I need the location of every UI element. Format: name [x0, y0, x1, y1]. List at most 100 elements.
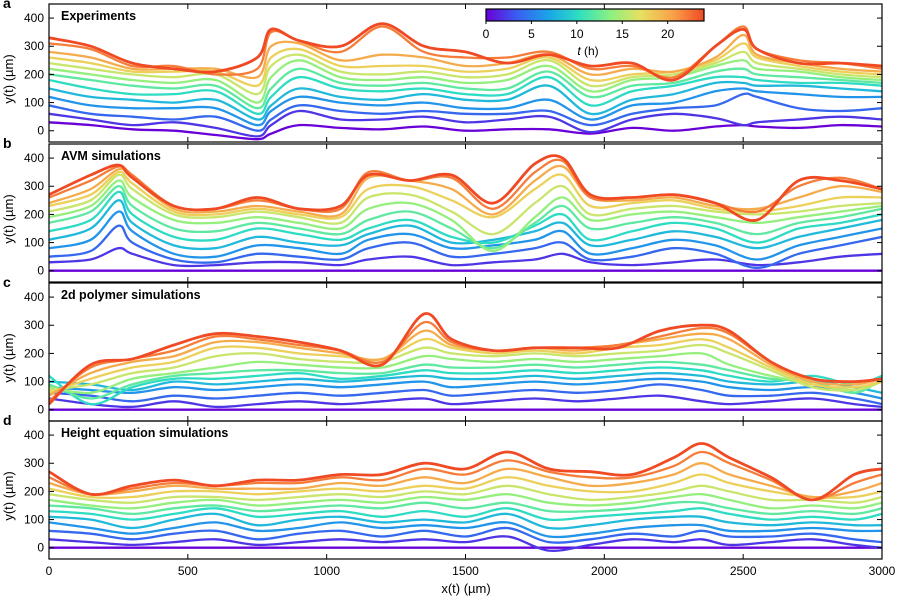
colorbar-tick-label: 20 [661, 27, 675, 41]
y-axis-title: y(t) (µm) [1, 333, 16, 382]
series-line-t12 [49, 185, 882, 250]
y-tick-label: 200 [24, 207, 44, 221]
series-line-t2 [49, 109, 882, 138]
x-tick-label: 500 [178, 564, 198, 578]
y-tick-label: 0 [37, 124, 44, 138]
x-tick-label: 1500 [452, 564, 479, 578]
series-line-t8 [49, 512, 882, 530]
series-line-t18 [49, 337, 882, 394]
series-line-t12 [49, 67, 882, 110]
y-tick-label: 300 [24, 456, 44, 470]
series-line-t14 [49, 59, 882, 104]
series-line-t12 [49, 360, 882, 400]
y-tick-label: 100 [24, 513, 44, 527]
series-line-t4 [49, 224, 882, 270]
y-axis-title: y(t) (µm) [1, 471, 16, 520]
y-tick-label: 100 [24, 236, 44, 250]
series-line-t24 [49, 154, 882, 222]
series-line-t2 [49, 394, 882, 409]
x-tick-label: 2500 [730, 564, 757, 578]
series-line-t14 [49, 492, 882, 510]
series-line-t6 [49, 87, 882, 127]
panel-title: 2d polymer simulations [61, 288, 201, 302]
series-line-t8 [49, 371, 882, 394]
series-line-t24 [49, 442, 882, 502]
series-lines [49, 154, 882, 272]
series-line-t24 [49, 22, 882, 82]
panel-letter: d [3, 412, 12, 428]
series-line-t6 [49, 210, 882, 261]
y-axis-title: y(t) (µm) [1, 194, 16, 243]
series-line-t0 [49, 121, 882, 141]
plot-frame [48, 143, 883, 283]
series-line-t6 [49, 521, 882, 539]
colorbar-ticks: 0 5 10 15 20 [483, 21, 675, 41]
y-tick-label: 300 [24, 318, 44, 332]
series-line-t10 [49, 507, 882, 522]
panel-title: Experiments [61, 9, 136, 23]
series-lines [49, 312, 882, 411]
y-tick-label: 0 [37, 264, 44, 278]
panel-d: 0 100 200 300 400 y(t) (µm) d Height equation s… [1, 412, 883, 560]
series-line-t16 [49, 173, 882, 236]
x-axis-title: x(t) (µm) [441, 581, 490, 596]
panel-letter: c [3, 274, 11, 290]
series-line-t6 [49, 377, 882, 400]
series-line-t16 [49, 343, 882, 392]
x-tick-label: 3000 [869, 564, 896, 578]
series-line-t10 [49, 366, 882, 406]
y-tick-label: 100 [24, 375, 44, 389]
series-lines [49, 22, 882, 141]
y-tick-label: 200 [24, 484, 44, 498]
series-line-t4 [49, 526, 882, 544]
series-line-t10 [49, 190, 882, 245]
y-tick-label: 400 [24, 428, 44, 442]
panel-title: AVM simulations [61, 149, 161, 163]
panel-letter: b [3, 135, 12, 151]
colorbar-tick-label: 5 [528, 27, 535, 41]
series-line-t20 [49, 462, 882, 499]
series-line-t2 [49, 246, 882, 268]
colorbar-tick-label: 0 [483, 27, 490, 41]
x-tick-label: 1000 [313, 564, 340, 578]
y-tick-label: 400 [24, 151, 44, 165]
series-line-t4 [49, 92, 882, 132]
colorbar-tick-label: 10 [570, 27, 584, 41]
series-line-t18 [49, 473, 882, 500]
colorbar-tick-label: 15 [616, 27, 630, 41]
series-line-t22 [49, 450, 882, 502]
series-line-t10 [49, 75, 882, 115]
colorbar-label: t (h) [577, 44, 598, 58]
series-line-t16 [49, 484, 882, 504]
x-tick-label: 0 [46, 564, 53, 578]
x-axis: 0 500 1000 1500 2000 2500 3000 [46, 564, 896, 578]
series-lines [49, 442, 882, 552]
y-tick-label: 0 [37, 403, 44, 417]
series-line-t12 [49, 500, 882, 516]
y-tick-label: 300 [24, 39, 44, 53]
y-tick-label: 400 [24, 11, 44, 25]
y-tick-label: 0 [37, 541, 44, 555]
series-line-t4 [49, 383, 882, 406]
y-axis-title: y(t) (µm) [1, 54, 16, 103]
panel-letter: a [3, 0, 11, 11]
series-line-t14 [49, 179, 882, 253]
panel-c: 0 100 200 300 400 y(t) (µm) c 2d polymer simula… [1, 274, 883, 422]
series-line-t20 [49, 164, 882, 218]
panel-title: Height equation simulations [61, 426, 228, 440]
series-line-t20 [49, 33, 882, 80]
y-tick-label: 100 [24, 96, 44, 110]
y-tick-label: 200 [24, 67, 44, 81]
series-line-t24 [49, 312, 882, 406]
y-tick-label: 300 [24, 179, 44, 193]
series-line-t2 [49, 535, 882, 552]
colorbar-gradient [485, 8, 705, 22]
x-tick-label: 2000 [591, 564, 618, 578]
y-tick-label: 200 [24, 346, 44, 360]
panel-b: 0 100 200 300 400 y(t) (µm) b AVM simulations [1, 135, 883, 283]
series-line-t8 [49, 199, 882, 251]
series-line-t8 [49, 80, 882, 121]
